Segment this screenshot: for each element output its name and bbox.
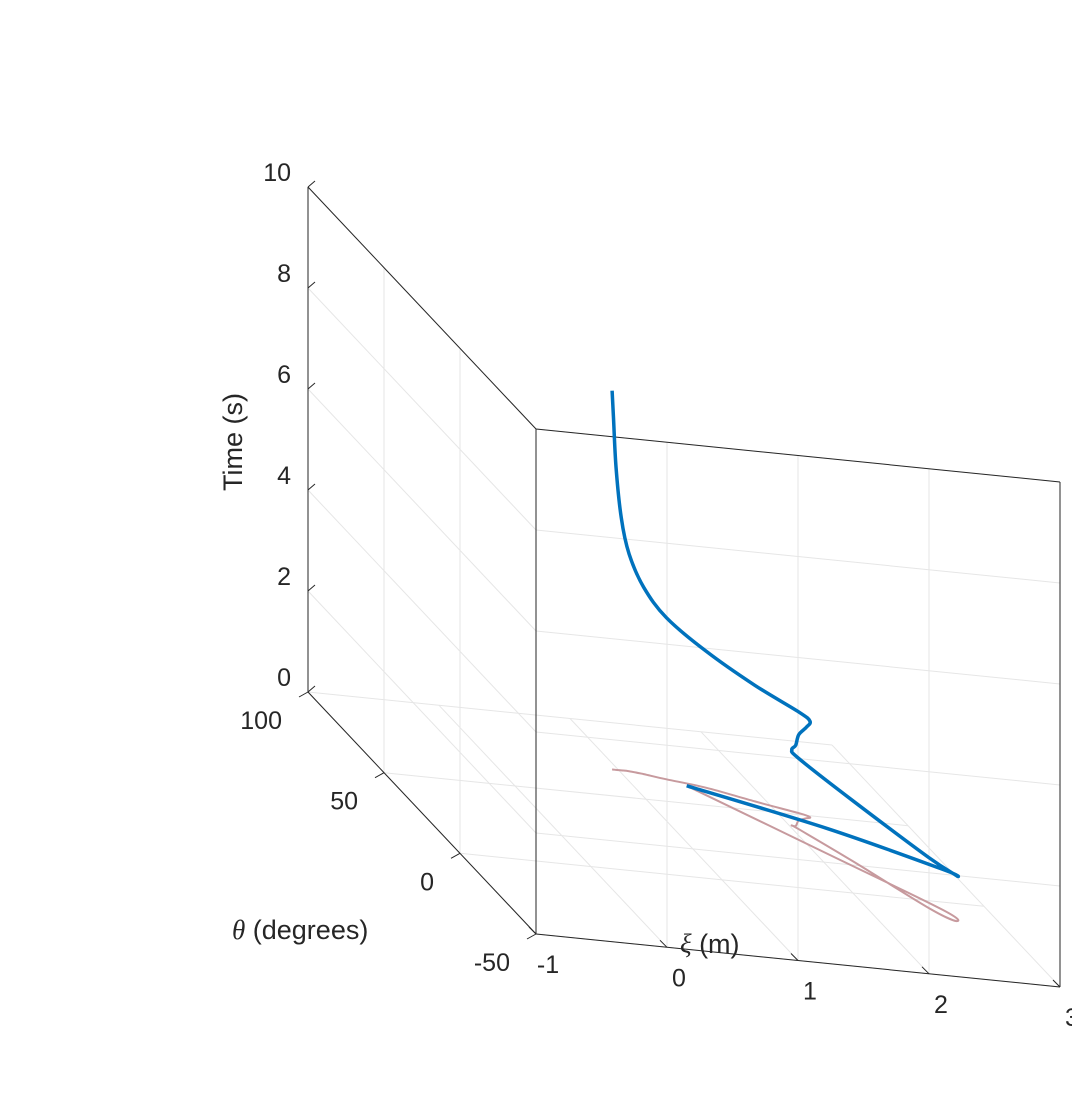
z-axis-label: Time (s) [218, 393, 248, 491]
z-tick-label: 10 [263, 159, 291, 187]
grid-line-floor-y [307, 691, 833, 746]
y-axis-label-symbol: θ [232, 915, 245, 945]
y-tick-mark [526, 933, 537, 940]
y-axis-label: θ (degrees) [232, 915, 368, 945]
z-tick-mark [307, 281, 316, 289]
x-tick-label: 0 [672, 964, 686, 992]
z-tick-mark [307, 584, 316, 592]
y-tick-label: 100 [240, 707, 282, 735]
x-tick-label: 3 [1065, 1004, 1072, 1032]
grid-line-wall-y-t [307, 287, 537, 531]
grid-line-floor-x [569, 718, 799, 961]
shadow-projection [612, 768, 960, 923]
axes-box [307, 186, 1061, 988]
y-tick-mark [450, 852, 461, 859]
grid-line-wall-y-t [307, 388, 537, 632]
z-tick-label: 0 [277, 664, 291, 692]
grid-line-floor-x [438, 704, 668, 948]
axes-box-edge [535, 428, 1061, 483]
axes-box-edge [307, 186, 537, 430]
x-tick-mark [790, 953, 799, 961]
z-tick-label: 6 [277, 361, 291, 389]
y-tick-mark [374, 772, 385, 779]
grid-line-floor-x [831, 744, 1061, 988]
x-axis-label-text: (m) [692, 929, 740, 959]
grid-line-floor-y [459, 852, 985, 907]
tick-labels: 0 2 4 6 8 10 -50 0 50 100 -1 0 1 2 3 [240, 159, 1072, 1032]
x-tick-label: 2 [934, 991, 948, 1019]
y-tick-label: -50 [474, 949, 510, 977]
z-tick-label: 8 [277, 260, 291, 288]
x-tick-label: 1 [803, 978, 817, 1006]
grid-line-wall-y-t [307, 489, 537, 733]
z-tick-mark [307, 483, 316, 491]
grid-line-floor-x [700, 731, 930, 975]
tick-marks [298, 180, 1061, 988]
z-tick-mark [307, 685, 316, 693]
y-axis-label-text: (degrees) [245, 915, 368, 945]
axes-box-edge [307, 691, 537, 935]
z-tick-label: 2 [277, 563, 291, 591]
z-tick-mark [307, 382, 316, 390]
x-axis-label-symbol: ξ [680, 929, 692, 959]
x-tick-label: -1 [537, 951, 559, 979]
x-tick-mark [921, 966, 930, 975]
z-tick-label: 4 [277, 462, 291, 490]
x-axis-label: ξ (m) [680, 929, 740, 959]
y-tick-mark [298, 691, 309, 698]
grid-line-wall-x-t [535, 630, 1061, 685]
y-tick-label: 50 [330, 788, 358, 816]
z-tick-mark [307, 180, 316, 188]
grid-line-floor-y [383, 772, 909, 827]
trajectory-series [610, 390, 961, 879]
x-tick-mark [1052, 979, 1061, 988]
x-tick-mark [659, 939, 668, 948]
grid-line-wall-y-t [307, 590, 537, 834]
trajectory-line [610, 390, 961, 879]
y-tick-label: 0 [420, 868, 434, 896]
grid-line-wall-x-t [535, 832, 1061, 887]
shadow-path [612, 768, 960, 923]
x-tick-mark [528, 926, 537, 935]
